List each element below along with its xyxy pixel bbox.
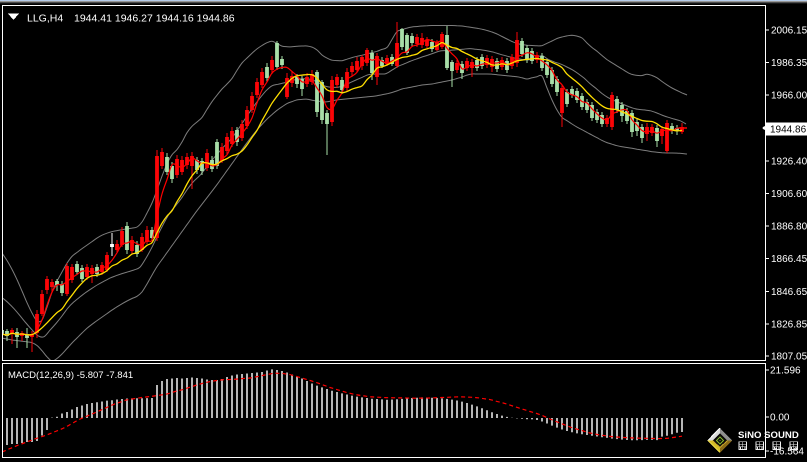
- svg-text:-16.564: -16.564: [770, 447, 804, 458]
- svg-text:LLG,H4: LLG,H4: [27, 13, 63, 25]
- svg-text:21.596: 21.596: [770, 366, 801, 377]
- svg-text:1986.35: 1986.35: [771, 58, 807, 69]
- svg-text:1966.00: 1966.00: [771, 91, 807, 102]
- svg-text:1886.80: 1886.80: [771, 222, 807, 233]
- svg-text:2006.15: 2006.15: [771, 26, 807, 37]
- svg-text:0.00: 0.00: [770, 413, 790, 424]
- svg-text:1846.65: 1846.65: [771, 287, 807, 298]
- svg-text:MACD(12,26,9) -5.807 -7.841: MACD(12,26,9) -5.807 -7.841: [8, 370, 133, 381]
- svg-text:1826.85: 1826.85: [771, 319, 807, 330]
- svg-text:SiNO SOUND: SiNO SOUND: [738, 430, 799, 441]
- svg-text:1866.45: 1866.45: [771, 254, 807, 265]
- svg-text:1906.60: 1906.60: [771, 189, 807, 200]
- svg-text:1944.86: 1944.86: [770, 125, 807, 136]
- svg-text:1944.41 1946.27 1944.16 1944.8: 1944.41 1946.27 1944.16 1944.86: [74, 13, 235, 25]
- svg-text:1926.40: 1926.40: [771, 156, 807, 167]
- svg-text:1807.05: 1807.05: [771, 352, 807, 363]
